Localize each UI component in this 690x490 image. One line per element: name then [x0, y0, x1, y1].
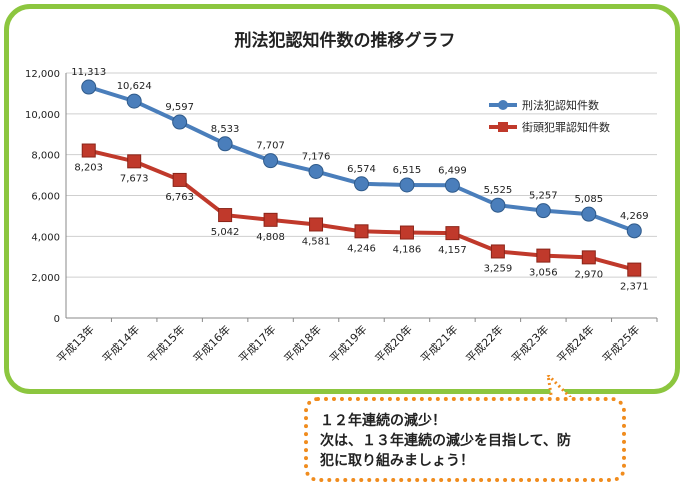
data-label: 6,499 — [438, 165, 467, 176]
data-label: 4,269 — [620, 211, 649, 222]
data-label: 7,176 — [302, 151, 331, 162]
data-label: 8,203 — [74, 163, 103, 174]
y-tick-label: 12,000 — [25, 69, 60, 80]
data-point — [490, 197, 506, 213]
y-tick-label: 8,000 — [31, 151, 60, 162]
callout-line-3: 犯に取り組みましょう！ — [320, 453, 474, 469]
message-callout: １２年連続の減少！ 次は、１３年連続の減少を目指して、防 犯に取り組みましょう！ — [304, 397, 626, 482]
callout-line-1: １２年連続の減少！ — [320, 413, 446, 429]
legend-label: 刑法犯認知件数 — [522, 98, 599, 112]
chart-frame — [4, 4, 680, 394]
data-label: 6,574 — [347, 164, 376, 175]
data-label: 5,042 — [211, 227, 240, 238]
x-tick-label: 平成14年 — [99, 322, 142, 365]
data-point — [126, 93, 142, 109]
x-tick-label: 平成20年 — [372, 322, 415, 365]
data-point — [445, 226, 460, 241]
data-label: 5,085 — [574, 194, 603, 205]
data-label: 3,259 — [484, 263, 513, 274]
x-tick-label: 平成21年 — [417, 322, 460, 365]
data-point — [354, 176, 369, 192]
y-tick-label: 4,000 — [31, 232, 60, 243]
y-tick-label: 0 — [54, 314, 60, 325]
callout-line-2: 次は、１３年連続の減少を目指して、防 — [320, 433, 571, 449]
legend-label: 街頭犯罪認知件数 — [522, 120, 610, 134]
data-point — [81, 143, 96, 158]
line-chart: 刑法犯認知件数の推移グラフ 0 2,000 4,000 6,000 8,000 10,00… — [25, 30, 658, 365]
data-label: 4,186 — [393, 245, 422, 256]
data-label: 4,246 — [347, 243, 376, 254]
data-point — [627, 262, 642, 277]
data-point — [308, 163, 324, 179]
data-point — [354, 224, 369, 239]
data-point — [217, 136, 233, 152]
data-point — [535, 203, 551, 219]
x-tick-label: 平成25年 — [599, 322, 642, 365]
data-label: 9,597 — [165, 102, 194, 113]
data-point — [536, 248, 551, 263]
data-label: 2,970 — [574, 269, 603, 280]
data-label: 6,763 — [165, 192, 194, 203]
data-label: 6,515 — [393, 165, 422, 176]
data-label: 10,624 — [117, 81, 152, 92]
data-point — [309, 217, 324, 232]
chart-title: 刑法犯認知件数の推移グラフ — [235, 30, 456, 51]
data-label: 3,056 — [529, 268, 558, 279]
data-point — [81, 79, 97, 95]
data-point — [172, 114, 188, 130]
data-point — [490, 244, 505, 259]
data-label: 5,525 — [484, 185, 513, 196]
x-tick-label: 平成15年 — [145, 322, 188, 365]
data-point — [626, 223, 642, 239]
x-tick-label: 平成17年 — [236, 322, 279, 365]
data-label: 4,581 — [302, 236, 331, 247]
x-tick-label: 平成23年 — [508, 322, 551, 365]
data-label: 8,533 — [211, 124, 240, 135]
data-point — [399, 225, 414, 240]
data-label: 7,673 — [120, 173, 149, 184]
data-point — [218, 208, 233, 223]
data-label: 7,707 — [256, 141, 285, 152]
data-point — [581, 250, 596, 265]
x-tick-label: 平成22年 — [463, 322, 506, 365]
x-tick-label: 平成16年 — [190, 322, 233, 365]
y-tick-label: 2,000 — [31, 273, 60, 284]
series: 11,313 10,624 9,597 8,533 7,707 7,176 6,574 6,5… — [71, 67, 648, 293]
data-label: 4,157 — [438, 245, 467, 256]
y-tick-label: 10,000 — [25, 110, 60, 121]
x-tick-label: 平成13年 — [54, 322, 97, 365]
x-tick-label: 平成18年 — [281, 322, 324, 365]
data-point — [263, 153, 279, 169]
data-label: 11,313 — [71, 67, 106, 78]
x-tick-label: 平成19年 — [326, 322, 369, 365]
legend-marker — [498, 100, 508, 110]
x-tick-label: 平成24年 — [554, 322, 597, 365]
data-label: 4,808 — [256, 232, 285, 243]
legend-marker — [498, 122, 508, 132]
data-point — [172, 172, 187, 187]
data-point — [127, 154, 142, 169]
data-label: 5,257 — [529, 191, 558, 202]
callout-tail — [546, 375, 576, 403]
data-point — [399, 177, 415, 193]
data-label: 2,371 — [620, 282, 649, 293]
data-point — [444, 177, 460, 193]
y-tick-label: 6,000 — [31, 192, 60, 203]
data-point — [581, 206, 597, 222]
data-point — [263, 212, 278, 227]
